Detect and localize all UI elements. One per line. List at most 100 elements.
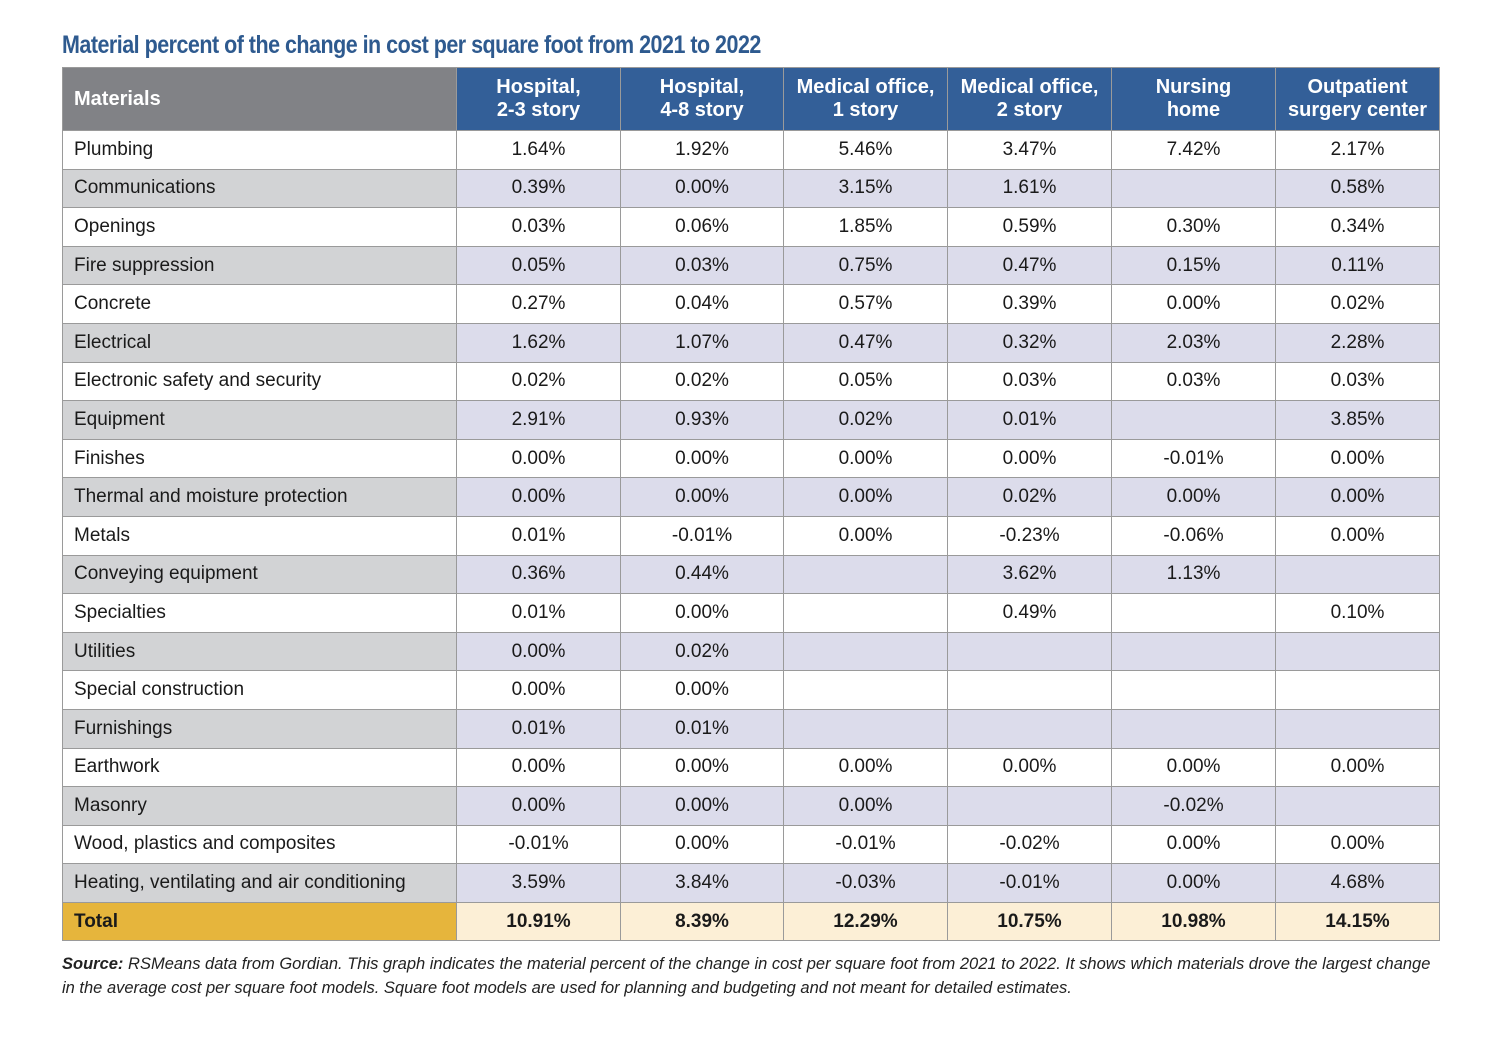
value-cell: 0.06% [620,207,784,247]
value-cell: 0.00% [1275,515,1440,556]
value-cell: 0.02% [783,400,948,440]
value-cell: 0.00% [1275,747,1440,788]
value-cell [1275,670,1440,710]
value-cell: 0.34% [1275,207,1440,247]
table-row: Conveying equipment 0.36% 0.44% 3.62% 1.… [62,554,1440,595]
table-row: Utilities 0.00% 0.02% [62,631,1440,672]
value-cell: 0.10% [1275,593,1440,633]
total-value-cell: 10.98% [1111,901,1276,942]
value-cell: 0.00% [620,593,784,633]
material-cell: Fire suppression [62,245,457,286]
value-cell: 1.62% [456,322,621,363]
value-cell: 0.30% [1111,207,1276,247]
table-row: Electronic safety and security 0.02% 0.0… [62,361,1440,402]
value-cell: 0.00% [456,786,621,826]
value-cell: 0.00% [620,824,784,865]
value-cell: 0.00% [456,747,621,788]
column-header-line1: Nursing [1155,76,1232,98]
value-cell: 5.46% [783,130,948,170]
value-cell: 0.44% [620,554,784,595]
table-row: Wood, plastics and composites -0.01% 0.0… [62,824,1440,865]
value-cell: 3.15% [783,168,948,209]
value-cell: 0.15% [1111,245,1276,286]
value-cell [1275,708,1440,749]
value-cell: 0.75% [783,245,948,286]
column-header-line2: 2-3 story [496,99,581,121]
value-cell: -0.23% [947,515,1112,556]
value-cell: -0.02% [947,824,1112,865]
value-cell: 0.00% [456,477,621,517]
column-header-hospital-4-8-story: Hospital, 4-8 story [620,67,784,131]
value-cell: 1.61% [947,168,1112,209]
value-cell: 0.00% [783,438,948,479]
value-cell: -0.01% [947,863,1112,903]
value-cell: 0.03% [947,361,1112,402]
value-cell [947,786,1112,826]
value-cell [1111,670,1276,710]
value-cell: 0.00% [1275,477,1440,517]
materials-table: Materials Hospital, 2-3 story Hospital, … [62,67,1440,942]
total-value-cell: 10.91% [456,901,621,942]
value-cell: 0.00% [1275,438,1440,479]
value-cell: 0.49% [947,593,1112,633]
material-cell: Masonry [62,786,457,826]
value-cell [1275,786,1440,826]
column-header-line1: Medical office, [960,76,1099,98]
value-cell: -0.01% [620,515,784,556]
value-cell: 0.36% [456,554,621,595]
value-cell: 0.00% [456,631,621,672]
value-cell [1111,631,1276,672]
header-row: Materials Hospital, 2-3 story Hospital, … [62,67,1440,131]
value-cell: 0.01% [456,515,621,556]
value-cell: 0.39% [456,168,621,209]
value-cell: 0.00% [1111,284,1276,324]
value-cell: 0.00% [620,670,784,710]
column-header-nursing-home: Nursing home [1111,67,1276,131]
value-cell [783,670,948,710]
value-cell: 4.68% [1275,863,1440,903]
value-cell: 0.32% [947,322,1112,363]
material-cell: Thermal and moisture protection [62,477,457,517]
material-cell: Wood, plastics and composites [62,824,457,865]
material-cell: Openings [62,207,457,247]
value-cell: 3.62% [947,554,1112,595]
value-cell: 0.00% [1111,747,1276,788]
source-text: RSMeans data from Gordian. This graph in… [62,955,1431,997]
value-cell: 0.00% [783,747,948,788]
value-cell: 0.05% [783,361,948,402]
value-cell: -0.01% [783,824,948,865]
materials-column-header: Materials [62,67,457,131]
table-row: Communications 0.39% 0.00% 3.15% 1.61% 0… [62,168,1440,209]
value-cell: -0.06% [1111,515,1276,556]
value-cell: 3.59% [456,863,621,903]
table-row: Thermal and moisture protection 0.00% 0.… [62,477,1440,517]
value-cell [947,708,1112,749]
value-cell: 3.85% [1275,400,1440,440]
value-cell: 0.00% [1111,824,1276,865]
table-row: Finishes 0.00% 0.00% 0.00% 0.00% -0.01% … [62,438,1440,479]
material-cell: Plumbing [62,130,457,170]
value-cell: 0.39% [947,284,1112,324]
value-cell: 2.91% [456,400,621,440]
value-cell: 0.03% [1275,361,1440,402]
column-header-medical-office-1-story: Medical office, 1 story [783,67,948,131]
value-cell: 0.02% [620,631,784,672]
total-value-cell: 8.39% [620,901,784,942]
table-row: Earthwork 0.00% 0.00% 0.00% 0.00% 0.00% … [62,747,1440,788]
source-label: Source: [62,955,124,973]
value-cell: 3.47% [947,130,1112,170]
value-cell [947,631,1112,672]
column-header-line2: home [1166,99,1221,121]
total-row: Total 10.91% 8.39% 12.29% 10.75% 10.98% … [62,901,1440,942]
value-cell: 0.00% [783,786,948,826]
value-cell: 2.17% [1275,130,1440,170]
value-cell: 0.00% [1111,477,1276,517]
value-cell: 0.00% [783,515,948,556]
value-cell: 0.02% [1275,284,1440,324]
material-cell: Heating, ventilating and air conditionin… [62,863,457,903]
material-cell: Electrical [62,322,457,363]
value-cell [783,631,948,672]
value-cell: 0.03% [456,207,621,247]
table-row: Heating, ventilating and air conditionin… [62,863,1440,903]
value-cell [783,708,948,749]
